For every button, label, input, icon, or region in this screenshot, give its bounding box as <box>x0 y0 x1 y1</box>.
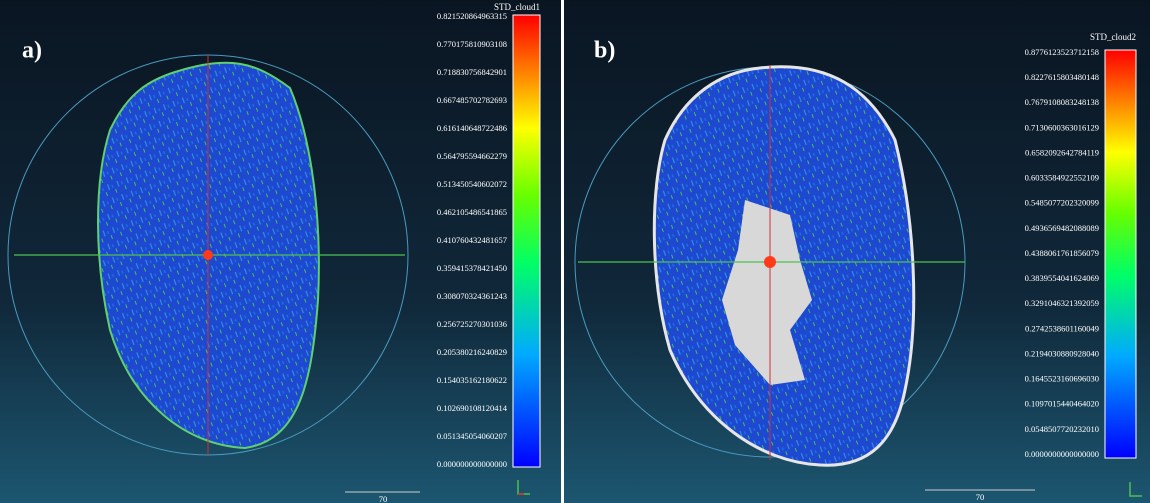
scale-tick-label: 0.7679108083248138 <box>1025 97 1099 107</box>
scale-tick-label: 0.3291046321392059 <box>1025 298 1099 308</box>
scale-tick-label: 0.308070324361243 <box>437 291 507 301</box>
scale-tick-label: 0.205380216240829 <box>437 347 507 357</box>
scale-tick-label: 0.667485702782693 <box>437 95 507 105</box>
scale-tick-label: 0.3839554041624069 <box>1025 273 1099 283</box>
axis-indicator <box>1129 482 1142 497</box>
scale-tick-label: 0.821520864963315 <box>437 11 507 21</box>
panel-label: b) <box>594 38 615 64</box>
scale-tick-label: 0.000000000000000 <box>437 459 507 469</box>
pivot <box>203 250 213 260</box>
scale-tick-label: 0.102690108120414 <box>437 403 508 413</box>
scale-tick-label: 0.0548507720232010 <box>1025 424 1099 434</box>
scale-bar-label: 70 <box>379 494 388 503</box>
scale-tick-label: 0.7130600363016129 <box>1025 122 1099 132</box>
scale-tick-label: 0.2194030880928040 <box>1025 348 1099 358</box>
scale-tick-label: 0.051345054060207 <box>437 431 507 441</box>
scale-tick-label: 0.359415378421450 <box>437 263 507 273</box>
scale-tick-label: 0.4388061761856079 <box>1025 248 1099 258</box>
scale-tick-label: 0.410760432481657 <box>437 235 507 245</box>
scale-tick-label: 0.154035162180622 <box>437 375 507 385</box>
scale-tick-label: 0.256725270301036 <box>437 319 507 329</box>
scale-tick-label: 0.770175810903108 <box>437 39 507 49</box>
scale-tick-label: 0.6582092642784119 <box>1025 147 1099 157</box>
scale-title: STD_cloud1 <box>494 2 540 12</box>
scale-tick-label: 0.616140648722486 <box>437 123 507 133</box>
divider <box>561 0 564 503</box>
scale-tick-label: 0.513450540602072 <box>437 179 507 189</box>
scale-bar-label: 70 <box>976 492 985 502</box>
scale-tick-label: 0.4936569482088089 <box>1025 223 1099 233</box>
scale-tick-label: 0.718830756842901 <box>437 67 507 77</box>
color-scale <box>512 14 541 468</box>
scale-tick-label: 0.0000000000000000 <box>1025 449 1099 459</box>
scale-tick-label: 0.8776123523712158 <box>1025 47 1099 57</box>
scale-tick-label: 0.564795594662279 <box>437 151 507 161</box>
scale-tick-label: 0.6033584922552109 <box>1025 173 1099 183</box>
scale-tick-label: 0.8227615803480148 <box>1025 72 1099 82</box>
scale-tick-label: 0.2742538601160049 <box>1025 323 1099 333</box>
color-scale <box>1104 49 1137 459</box>
scale-tick-label: 0.1645523160696030 <box>1025 374 1099 384</box>
scale-tick-label: 0.1097015440464020 <box>1025 399 1099 409</box>
missing-area <box>722 200 812 385</box>
scale-tick-label: 0.462105486541865 <box>437 207 507 217</box>
scale-tick-label: 0.5485077202320099 <box>1025 198 1099 208</box>
scale-title: STD_cloud2 <box>1090 32 1136 42</box>
pivot <box>764 256 776 268</box>
panel-label: a) <box>22 38 42 64</box>
